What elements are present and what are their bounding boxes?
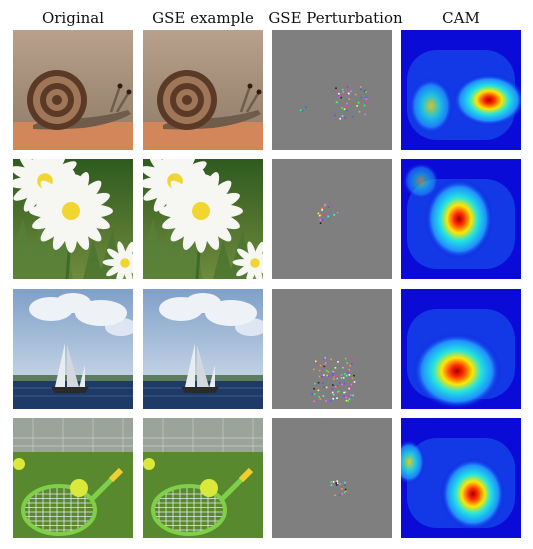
column-header-cam: CAM <box>442 9 480 27</box>
daisy-cam-image <box>401 159 521 279</box>
snail-cam-image <box>401 30 521 150</box>
tennis-racket-gse-example-image <box>143 418 263 538</box>
sailboat-original-image <box>13 289 133 409</box>
tennis-racket-cam-image <box>401 418 521 538</box>
sailboat-gse-example-image <box>143 289 263 409</box>
snail-gse-perturbation-image <box>272 30 392 150</box>
daisy-gse-perturbation-image <box>272 159 392 279</box>
column-header-gse-example: GSE example <box>152 9 254 27</box>
daisy-original-image <box>13 159 133 279</box>
column-header-original: Original <box>41 9 105 27</box>
sailboat-cam-image <box>401 289 521 409</box>
snail-original-image <box>13 30 133 150</box>
tennis-racket-gse-perturbation-image <box>272 418 392 538</box>
snail-gse-example-image <box>143 30 263 150</box>
daisy-gse-example-image <box>143 159 263 279</box>
tennis-racket-original-image <box>13 418 133 538</box>
column-header-gse-perturbation: GSE Perturbation <box>268 9 403 27</box>
sailboat-gse-perturbation-image <box>272 289 392 409</box>
